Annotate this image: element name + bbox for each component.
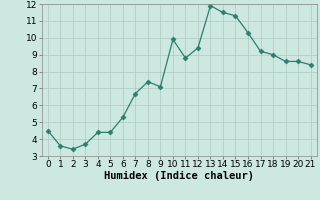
X-axis label: Humidex (Indice chaleur): Humidex (Indice chaleur) (104, 171, 254, 181)
